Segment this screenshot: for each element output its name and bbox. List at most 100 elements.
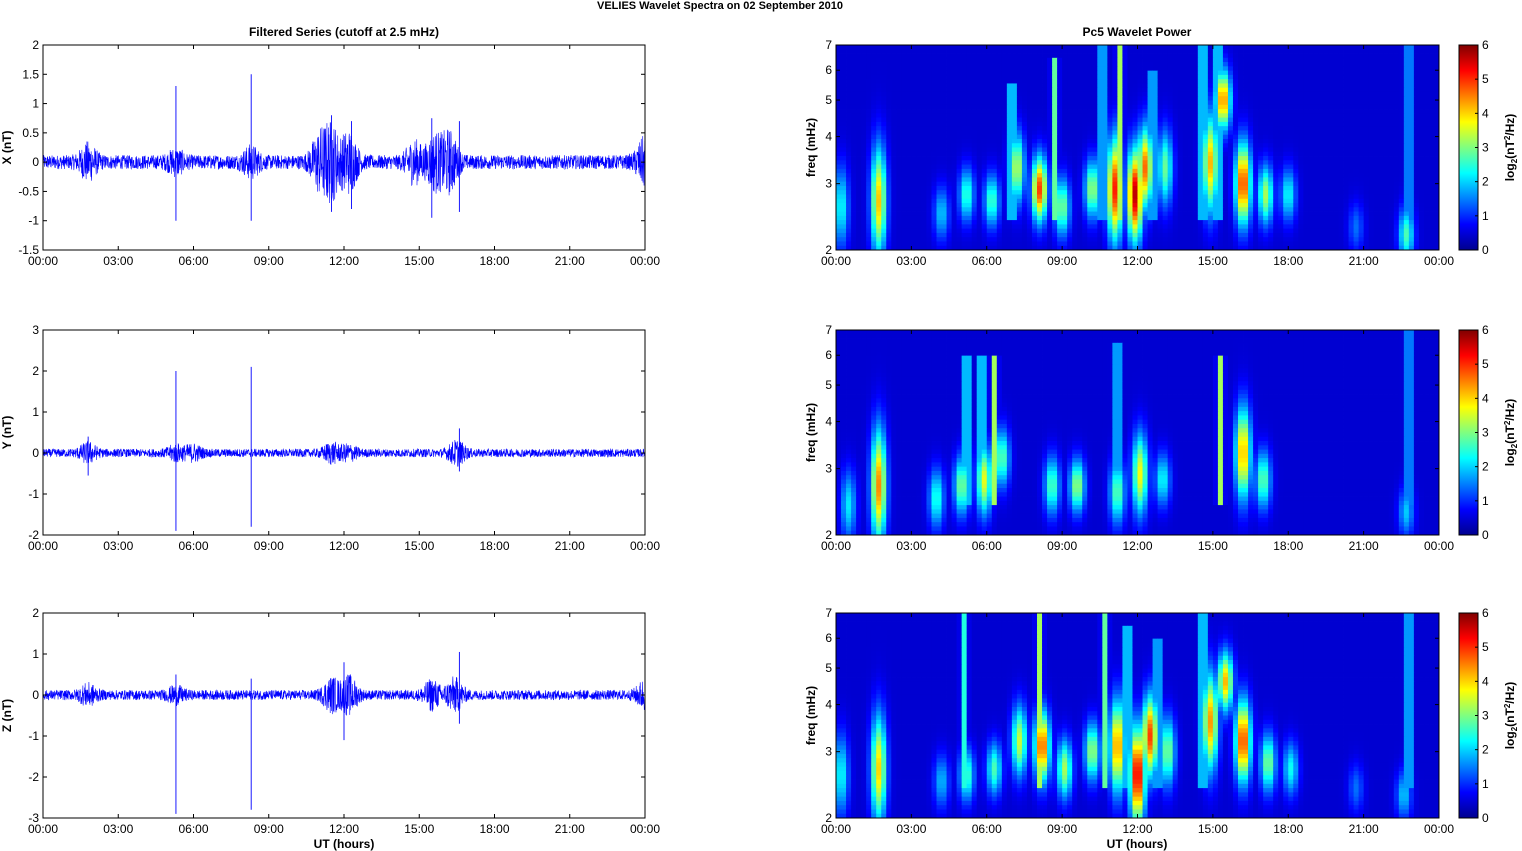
power-cell: [1268, 62, 1273, 67]
power-cell: [1082, 160, 1087, 165]
power-cell: [1213, 173, 1218, 178]
power-cell: [1052, 75, 1057, 80]
power-cell: [1323, 45, 1328, 50]
power-cell: [1339, 203, 1344, 208]
power-cell: [1087, 169, 1092, 174]
power-cell: [1127, 186, 1132, 191]
power-cell: [1238, 160, 1243, 165]
power-cell: [931, 190, 936, 195]
power-cell: [1173, 199, 1178, 204]
power-cell: [1037, 186, 1042, 191]
power-cell: [1273, 186, 1278, 191]
power-cell: [1027, 122, 1032, 127]
power-cell: [1258, 118, 1263, 123]
power-cell: [947, 207, 952, 212]
power-cell: [1258, 130, 1263, 135]
power-cell: [886, 152, 891, 157]
power-cell: [1429, 190, 1434, 195]
power-cell: [1389, 58, 1394, 63]
power-cell: [937, 139, 942, 144]
power-cell: [916, 182, 921, 187]
power-cell: [1384, 148, 1389, 153]
power-cell: [861, 105, 866, 110]
power-cell: [1007, 182, 1012, 187]
power-cell: [967, 105, 972, 110]
power-cell: [1193, 148, 1198, 153]
power-cell: [1032, 152, 1037, 157]
power-cell: [972, 126, 977, 131]
power-cell: [1223, 152, 1228, 157]
power-cell: [1057, 79, 1062, 84]
power-cell: [1143, 109, 1148, 114]
power-cell: [1122, 143, 1127, 148]
power-cell: [1007, 130, 1012, 135]
power-cell: [1193, 118, 1198, 123]
power-cell: [1052, 45, 1057, 50]
power-cell: [1248, 186, 1253, 191]
power-cell: [1424, 75, 1429, 80]
power-cell: [1293, 156, 1298, 161]
power-cell: [1213, 199, 1218, 204]
power-cell: [1057, 49, 1062, 54]
power-cell: [1198, 148, 1203, 153]
power-cell: [1107, 165, 1112, 170]
power-cell: [997, 58, 1002, 63]
power-cell: [1148, 135, 1153, 140]
power-cell: [947, 118, 952, 123]
power-cell: [856, 165, 861, 170]
power-cell: [836, 62, 841, 67]
power-cell: [1243, 186, 1248, 191]
power-cell: [1062, 194, 1067, 199]
power-cell: [906, 122, 911, 127]
power-cell: [1404, 96, 1409, 101]
power-cell: [1027, 113, 1032, 118]
power-cell: [1354, 194, 1359, 199]
power-cell: [962, 160, 967, 165]
power-cell: [1117, 62, 1122, 67]
power-cell: [1344, 139, 1349, 144]
power-cell: [1328, 101, 1333, 106]
power-cell: [891, 113, 896, 118]
power-cell: [1067, 156, 1072, 161]
power-cell: [972, 75, 977, 80]
power-cell: [1283, 113, 1288, 118]
power-cell: [1318, 92, 1323, 97]
power-cell: [901, 182, 906, 187]
power-cell: [1359, 54, 1364, 59]
power-cell: [846, 212, 851, 217]
power-cell: [972, 186, 977, 191]
power-cell: [1399, 79, 1404, 84]
power-cell: [1107, 88, 1112, 93]
power-cell: [1143, 113, 1148, 118]
power-cell: [1178, 105, 1183, 110]
power-cell: [987, 88, 992, 93]
power-cell: [1002, 79, 1007, 84]
power-cell: [1409, 122, 1414, 127]
power-cell: [1143, 186, 1148, 191]
power-cell: [1042, 49, 1047, 54]
power-cell: [1213, 186, 1218, 191]
power-cell: [1032, 62, 1037, 67]
power-cell: [921, 118, 926, 123]
power-cell: [1057, 186, 1062, 191]
power-cell: [911, 212, 916, 217]
power-cell: [861, 173, 866, 178]
power-cell: [1303, 122, 1308, 127]
power-cell: [1228, 186, 1233, 191]
power-cell: [1208, 122, 1213, 127]
power-cell: [1087, 182, 1092, 187]
power-cell: [841, 83, 846, 88]
power-cell: [1379, 66, 1384, 71]
y-tick-label: 1: [32, 647, 39, 661]
power-cell: [1394, 92, 1399, 97]
power-cell: [962, 177, 967, 182]
power-cell: [1122, 71, 1127, 76]
power-cell: [1052, 118, 1057, 123]
power-cell: [1394, 207, 1399, 212]
power-cell: [1178, 92, 1183, 97]
power-cell: [901, 139, 906, 144]
power-cell: [1419, 101, 1424, 106]
power-cell: [1238, 105, 1243, 110]
power-cell: [1082, 173, 1087, 178]
power-cell: [1037, 122, 1042, 127]
